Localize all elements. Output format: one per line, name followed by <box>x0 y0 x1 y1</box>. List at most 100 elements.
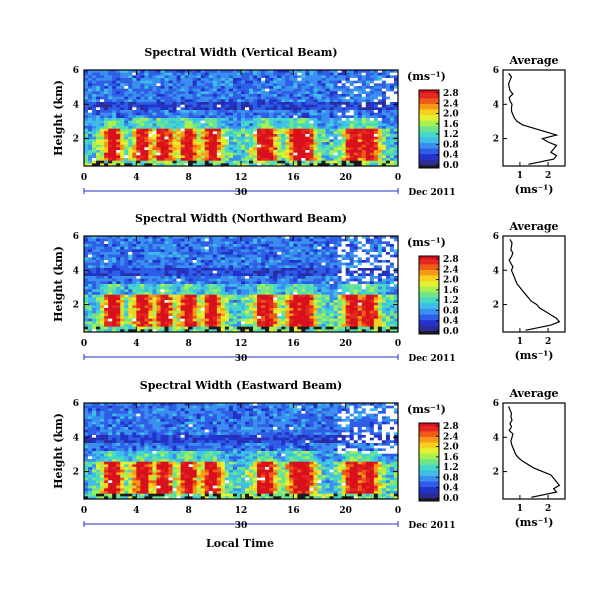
y-tick-label: 4 <box>73 100 79 110</box>
x-tick-label: 0 <box>81 506 87 516</box>
colorbar-tick-label: 0.4 <box>443 151 459 161</box>
y-axis-label: Height (km) <box>52 246 65 322</box>
x-tick-label: 4 <box>133 506 139 516</box>
average-unit: (ms⁻¹) <box>515 516 554 529</box>
date-label: Dec 2011 <box>408 521 455 531</box>
average-profile: Average 2 4 6 1 2 (ms⁻¹) <box>493 387 566 529</box>
colorbar-tick-label: 0.0 <box>443 161 459 171</box>
average-profile: Average 2 4 6 1 2 (ms⁻¹) <box>493 220 566 362</box>
y-tick-label: 2 <box>73 135 79 145</box>
beam-panel-2: Spectral Width (Eastward Beam) 2 4 6 Height … <box>52 379 566 531</box>
x-tick-label: 8 <box>186 339 192 349</box>
average-y-tick: 6 <box>493 232 499 242</box>
y-tick-label: 6 <box>73 399 79 409</box>
colorbar-tick-label: 2.8 <box>443 422 459 432</box>
y-tick-label: 6 <box>73 66 79 76</box>
heatmap-cells <box>84 403 399 500</box>
heatmap-cells <box>84 70 399 167</box>
y-axis-label: Height (km) <box>52 80 65 156</box>
x-tick-label: 16 <box>287 173 300 183</box>
heatmap-cells <box>84 236 399 333</box>
x-tick-label: 12 <box>235 506 248 516</box>
beam-panel-1: Spectral Width (Northward Beam) 2 4 6 Height… <box>52 212 566 364</box>
average-unit: (ms⁻¹) <box>515 183 554 196</box>
average-line <box>507 73 559 165</box>
colorbar-tick-label: 2.4 <box>443 99 459 109</box>
average-title: Average <box>508 54 558 67</box>
x-tick-label: 0 <box>81 339 87 349</box>
date-label: Dec 2011 <box>408 188 455 198</box>
colorbar-unit: (ms⁻¹) <box>407 70 446 83</box>
x-tick-label: 20 <box>339 506 352 516</box>
colorbar-tick-label: 2.4 <box>443 432 459 442</box>
colorbar-unit: (ms⁻¹) <box>407 403 446 416</box>
colorbar: 2.82.42.01.61.20.80.40.0 <box>418 422 459 504</box>
x-tick-label: 16 <box>287 506 300 516</box>
x-tick-label: 4 <box>133 173 139 183</box>
figure-footer: Local Time <box>206 537 274 550</box>
average-line <box>508 406 561 498</box>
average-y-tick: 2 <box>493 135 499 145</box>
beam-panel-0: Spectral Width (Vertical Beam) 2 4 6 Height … <box>52 46 566 198</box>
average-y-tick: 4 <box>493 433 499 443</box>
average-y-tick: 4 <box>493 100 499 110</box>
average-y-tick: 4 <box>493 266 499 276</box>
panel-title: Spectral Width (Northward Beam) <box>135 212 347 225</box>
average-x-tick: 2 <box>545 171 551 181</box>
average-y-tick: 2 <box>493 468 499 478</box>
colorbar-tick-label: 1.2 <box>443 463 459 473</box>
x-tick-label: 8 <box>186 506 192 516</box>
x-tick-label: 0 <box>81 173 87 183</box>
colorbar-tick-label: 2.0 <box>443 110 459 120</box>
y-tick-label: 2 <box>73 301 79 311</box>
colorbar-tick-label: 2.0 <box>443 276 459 286</box>
average-x-tick: 2 <box>545 504 551 514</box>
average-x-tick: 1 <box>517 504 523 514</box>
colorbar: 2.82.42.01.61.20.80.40.0 <box>418 89 459 171</box>
colorbar-tick-label: 2.4 <box>443 265 459 275</box>
average-title: Average <box>508 220 558 233</box>
x-tick-label: 0 <box>395 506 401 516</box>
colorbar-tick-label: 1.6 <box>443 453 459 463</box>
x-tick-label: 0 <box>395 339 401 349</box>
colorbar-tick-label: 1.6 <box>443 120 459 130</box>
colorbar-tick-label: 2.0 <box>443 443 459 453</box>
average-x-tick: 1 <box>517 171 523 181</box>
colorbar-tick-label: 0.4 <box>443 317 459 327</box>
panel-title: Spectral Width (Vertical Beam) <box>144 46 337 59</box>
y-tick-label: 4 <box>73 433 79 443</box>
x-tick-label: 12 <box>235 339 248 349</box>
colorbar-tick-label: 1.2 <box>443 130 459 140</box>
panel-title: Spectral Width (Eastward Beam) <box>140 379 342 392</box>
x-tick-label: 20 <box>339 173 352 183</box>
colorbar-tick-label: 1.6 <box>443 286 459 296</box>
colorbar-unit: (ms⁻¹) <box>407 236 446 249</box>
x-tick-label: 0 <box>395 173 401 183</box>
y-tick-label: 6 <box>73 232 79 242</box>
colorbar: 2.82.42.01.61.20.80.40.0 <box>418 255 459 337</box>
average-profile: Average 2 4 6 1 2 (ms⁻¹) <box>493 54 566 196</box>
x-tick-label: 20 <box>339 339 352 349</box>
average-x-tick: 2 <box>545 337 551 347</box>
y-axis-label: Height (km) <box>52 413 65 489</box>
colorbar-tick-label: 2.8 <box>443 89 459 99</box>
average-title: Average <box>508 387 558 400</box>
average-y-tick: 6 <box>493 399 499 409</box>
colorbar-tick-label: 0.8 <box>443 140 459 150</box>
x-tick-label: 8 <box>186 173 192 183</box>
day-label: 30 <box>235 521 248 531</box>
colorbar-tick-label: 0.0 <box>443 327 459 337</box>
y-tick-label: 2 <box>73 468 79 478</box>
x-tick-label: 12 <box>235 173 248 183</box>
date-label: Dec 2011 <box>408 354 455 364</box>
x-axis-label: Local Time <box>206 537 274 550</box>
average-y-tick: 2 <box>493 301 499 311</box>
colorbar-tick-label: 2.8 <box>443 255 459 265</box>
x-tick-label: 16 <box>287 339 300 349</box>
day-label: 30 <box>235 354 248 364</box>
day-label: 30 <box>235 188 248 198</box>
colorbar-tick-label: 0.0 <box>443 494 459 504</box>
x-tick-label: 4 <box>133 339 139 349</box>
average-y-tick: 6 <box>493 66 499 76</box>
